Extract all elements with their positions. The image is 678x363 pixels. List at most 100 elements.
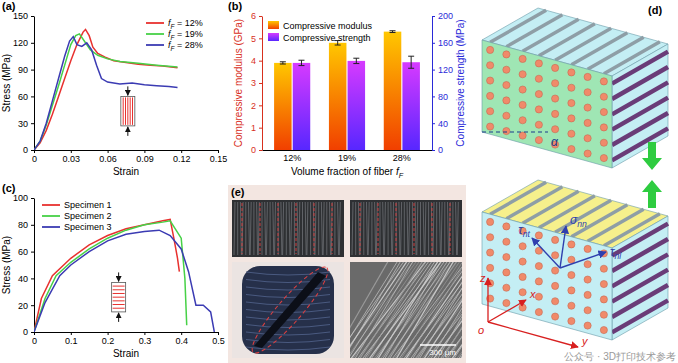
fiber-end bbox=[600, 78, 607, 85]
side-face bbox=[612, 216, 668, 340]
tick-mark bbox=[108, 332, 109, 335]
photo-texture bbox=[262, 202, 263, 255]
y-axis: 0123456 bbox=[251, 11, 263, 155]
tick: 3 bbox=[251, 78, 262, 88]
specimen-body bbox=[242, 266, 334, 354]
tick-mark bbox=[432, 96, 435, 97]
text-part: = 19% bbox=[174, 29, 202, 39]
fiber-end bbox=[519, 243, 526, 250]
photo-texture bbox=[275, 202, 276, 255]
fiber bbox=[539, 24, 595, 56]
fiber bbox=[612, 82, 668, 114]
fiber-end bbox=[503, 66, 510, 73]
fiber-end bbox=[535, 293, 542, 300]
tick: 0.03 bbox=[63, 150, 81, 164]
fiber-end bbox=[568, 145, 575, 152]
photo-texture bbox=[273, 202, 274, 255]
fiber-end bbox=[600, 296, 607, 303]
photo-texture bbox=[380, 202, 381, 255]
fiber-end bbox=[568, 84, 575, 91]
data-line bbox=[34, 221, 187, 332]
inset-arrow bbox=[127, 127, 128, 136]
fiber-end bbox=[487, 46, 494, 53]
diagram-panel: ατntσnnτnlzxyo(d) bbox=[478, 4, 668, 347]
tick: 6 bbox=[251, 11, 262, 21]
fiber-end bbox=[487, 234, 494, 241]
tick-label: 6 bbox=[251, 11, 256, 21]
tick-mark bbox=[31, 278, 34, 279]
photo-texture bbox=[425, 202, 426, 255]
inset-fiber bbox=[132, 97, 133, 124]
photo-texture bbox=[383, 202, 384, 255]
tick: 12% bbox=[283, 153, 301, 163]
error-cap bbox=[408, 68, 414, 69]
specimen-crack bbox=[254, 272, 326, 348]
tick: 0.4 bbox=[175, 332, 188, 346]
fiber-end bbox=[568, 99, 575, 106]
data-line bbox=[34, 37, 178, 150]
error-cap bbox=[390, 30, 396, 31]
tick: 1 bbox=[251, 123, 262, 133]
fiber bbox=[555, 28, 611, 60]
fiber-end bbox=[535, 136, 542, 143]
x-axis: 00.10.20.30.40.5 bbox=[32, 332, 225, 346]
fiber-end bbox=[584, 261, 591, 268]
fiber-end bbox=[503, 97, 510, 104]
fiber-end bbox=[552, 110, 559, 117]
sem-fiber bbox=[440, 262, 462, 358]
sem-fiber bbox=[388, 262, 453, 358]
fiber-end bbox=[535, 75, 542, 82]
photo-texture bbox=[258, 202, 259, 255]
tick-label: 60 bbox=[18, 247, 28, 257]
photo-texture bbox=[315, 202, 316, 255]
inset-specimen bbox=[112, 282, 126, 311]
chart-panel: 00.030.060.090.120.150306090120150fF = 1… bbox=[1, 0, 227, 177]
legend-swatch bbox=[146, 33, 164, 35]
tick: 90 bbox=[18, 65, 34, 75]
coordinate-axis bbox=[488, 300, 526, 322]
photo-texture bbox=[384, 202, 385, 255]
y2-axis: 04080120160200 bbox=[432, 11, 453, 155]
tick: 0.09 bbox=[136, 150, 154, 164]
fiber-end bbox=[487, 77, 494, 84]
tick-label: 0 bbox=[32, 154, 37, 164]
fiber-end bbox=[519, 132, 526, 139]
tick-label: 150 bbox=[13, 11, 28, 21]
tick-label: 0.15 bbox=[210, 154, 228, 164]
sem-fiber bbox=[443, 262, 462, 358]
tick-mark bbox=[31, 305, 34, 306]
fiber-end bbox=[519, 117, 526, 124]
tick-mark bbox=[218, 332, 219, 335]
legend-swatch bbox=[146, 22, 164, 24]
text-part: nn bbox=[577, 219, 587, 229]
fiber-end bbox=[503, 51, 510, 58]
panel-title: (e) bbox=[231, 186, 245, 198]
figure: 00.030.060.090.120.150306090120150fF = 1… bbox=[0, 0, 678, 363]
photo-texture bbox=[396, 202, 397, 255]
photo-texture bbox=[423, 202, 424, 255]
photo-texture bbox=[391, 202, 392, 255]
photo-texture bbox=[388, 202, 389, 255]
fiber-end bbox=[584, 104, 591, 111]
legend-label: Compressive strength bbox=[283, 33, 371, 43]
panel-title: (c) bbox=[2, 182, 16, 194]
fiber bbox=[490, 182, 546, 214]
fiber-end bbox=[568, 302, 575, 309]
text-part: Volume fraction of fiber bbox=[291, 166, 396, 177]
tick-label: 12% bbox=[283, 153, 301, 163]
stress-arrow bbox=[560, 252, 606, 268]
fiber-end bbox=[584, 73, 591, 80]
legend-swatch bbox=[146, 44, 164, 46]
axis-title: Strain bbox=[113, 166, 139, 177]
photo-texture bbox=[246, 302, 330, 305]
tick: 4 bbox=[251, 56, 262, 66]
photo-texture bbox=[250, 202, 251, 255]
error-cap bbox=[298, 65, 304, 66]
sem-fiber bbox=[452, 262, 462, 358]
y-axis: 020406080100 bbox=[13, 193, 35, 337]
photo-texture bbox=[368, 202, 369, 255]
photo-texture bbox=[323, 202, 324, 255]
tick-label: 0 bbox=[251, 145, 256, 155]
tick-label: 0.1 bbox=[65, 336, 78, 346]
fiber-end bbox=[535, 121, 542, 128]
